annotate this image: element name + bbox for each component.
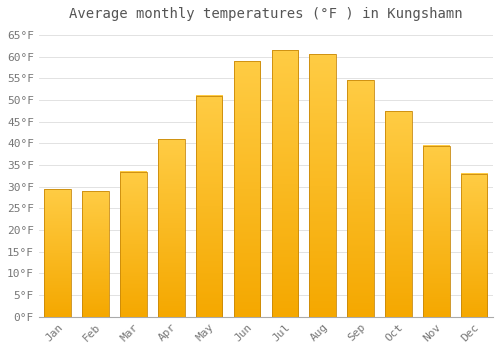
Bar	[348, 80, 374, 317]
Bar	[272, 50, 298, 317]
Bar	[234, 61, 260, 317]
Bar	[44, 189, 71, 317]
Bar	[158, 139, 184, 317]
Bar	[196, 96, 222, 317]
Bar	[461, 174, 487, 317]
Title: Average monthly temperatures (°F ) in Kungshamn: Average monthly temperatures (°F ) in Ku…	[69, 7, 462, 21]
Bar	[423, 146, 450, 317]
Bar	[385, 111, 411, 317]
Bar	[82, 191, 109, 317]
Bar	[120, 172, 146, 317]
Bar	[310, 55, 336, 317]
